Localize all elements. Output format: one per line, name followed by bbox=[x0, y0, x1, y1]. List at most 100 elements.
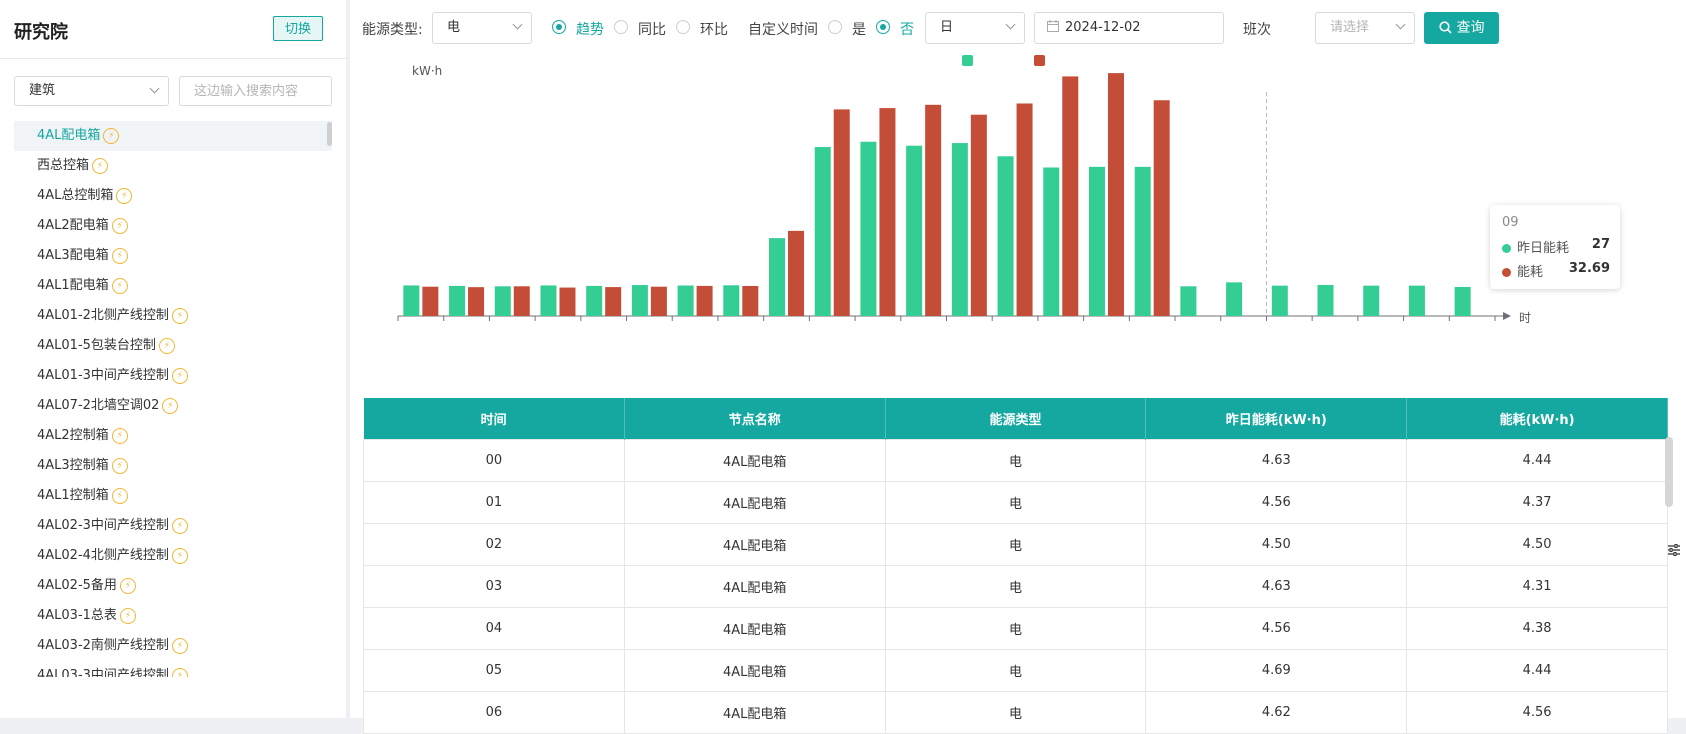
col-header-yesterday[interactable]: 昨日能耗(kW·h) bbox=[1145, 398, 1408, 440]
column-settings-icon[interactable] bbox=[1666, 542, 1682, 558]
bar-today-15 bbox=[1107, 73, 1124, 317]
table-header-row: 时间 节点名称 能源类型 昨日能耗(kW·h) 能耗(kW·h) bbox=[363, 398, 1668, 440]
lightning-icon: ⚡ bbox=[171, 307, 188, 324]
tree-item[interactable]: 4AL02-3中间产线控制 ⚡ bbox=[14, 511, 332, 541]
lightning-icon: ⚡ bbox=[111, 277, 128, 294]
tree-item[interactable]: 4AL03-1总表 ⚡ bbox=[14, 601, 332, 631]
lightning-icon: ⚡ bbox=[171, 637, 188, 654]
cell-consumption: 4.38 bbox=[1406, 607, 1668, 650]
bar-yesterday-00 bbox=[403, 285, 420, 316]
main-panel: 能源类型: 电 趋势 同比 环比 自定义时间 是 否 日 2024-12-02 … bbox=[350, 0, 1686, 734]
tree-item[interactable]: 4AL01-2北侧产线控制 ⚡ bbox=[14, 301, 332, 331]
yoy-radio-label[interactable]: 同比 bbox=[638, 22, 666, 38]
custom-time-yes-radio[interactable] bbox=[828, 20, 842, 34]
mom-radio-label[interactable]: 环比 bbox=[700, 22, 728, 38]
date-picker[interactable]: 2024-12-02 bbox=[1034, 12, 1224, 44]
cell-energy-type: 电 bbox=[884, 565, 1147, 608]
custom-time-no-label[interactable]: 否 bbox=[900, 22, 914, 38]
tree-item-label: 4AL2控制箱 bbox=[37, 428, 109, 443]
tree-item[interactable]: 4AL07-2北墙空调02 ⚡ bbox=[14, 391, 332, 421]
tree-item[interactable]: 4AL02-4北侧产线控制 ⚡ bbox=[14, 541, 332, 571]
shift-select[interactable]: 请选择 bbox=[1315, 12, 1415, 44]
tree-item[interactable]: 4AL03-3中间产线控制 ⚡ bbox=[14, 661, 332, 677]
table-scrollbar[interactable] bbox=[1665, 437, 1673, 507]
mom-radio[interactable] bbox=[676, 20, 690, 34]
trend-radio[interactable] bbox=[552, 20, 566, 34]
energy-chart: kW·h 时 bbox=[350, 52, 1686, 382]
tree-item[interactable]: 4AL01-3中间产线控制 ⚡ bbox=[14, 361, 332, 391]
tree-item[interactable]: 4AL01-5包装台控制 ⚡ bbox=[14, 331, 332, 361]
tree-item[interactable]: 4AL3控制箱 ⚡ bbox=[14, 451, 332, 481]
bar-yesterday-09 bbox=[814, 147, 831, 316]
table-row[interactable]: 00 4AL配电箱电 4.63 4.44 bbox=[363, 439, 1668, 482]
table-row[interactable]: 03 4AL配电箱电 4.63 4.31 bbox=[363, 565, 1668, 608]
cell-energy-type: 电 bbox=[884, 691, 1147, 734]
bar-today-03 bbox=[559, 287, 576, 316]
tree-item[interactable]: 4AL1配电箱 ⚡ bbox=[14, 271, 332, 301]
col-header-node[interactable]: 节点名称 bbox=[624, 398, 886, 440]
bar-yesterday-08 bbox=[769, 238, 786, 316]
category-select-value: 建筑 bbox=[29, 83, 56, 98]
query-button-label: 查询 bbox=[1456, 20, 1485, 36]
energy-table: 时间 节点名称 能源类型 昨日能耗(kW·h) 能耗(kW·h) 00 4AL配电… bbox=[363, 398, 1668, 734]
tree-item[interactable]: 4AL总控制箱 ⚡ bbox=[14, 181, 332, 211]
bar-yesterday-06 bbox=[677, 285, 694, 316]
org-title: 研究院 bbox=[14, 22, 68, 43]
tree-item[interactable]: 4AL2控制箱 ⚡ bbox=[14, 421, 332, 451]
query-button[interactable]: 查询 bbox=[1424, 12, 1499, 44]
table-row[interactable]: 02 4AL配电箱电 4.50 4.50 bbox=[363, 523, 1668, 566]
category-select[interactable]: 建筑 bbox=[14, 76, 169, 106]
x-axis-label: 时 bbox=[1519, 311, 1531, 325]
table-row[interactable]: 06 4AL配电箱电 4.62 4.56 bbox=[363, 691, 1668, 734]
tree-item-label: 4AL02-3中间产线控制 bbox=[37, 518, 169, 533]
tree-item[interactable]: 西总控箱 ⚡ bbox=[14, 151, 332, 181]
tree-item[interactable]: 4AL3配电箱 ⚡ bbox=[14, 241, 332, 271]
cell-yesterday: 4.69 bbox=[1145, 649, 1408, 692]
legend-marker-today bbox=[1034, 55, 1045, 66]
yoy-radio[interactable] bbox=[614, 20, 628, 34]
tree-item[interactable]: 4AL03-2南侧产线控制 ⚡ bbox=[14, 631, 332, 661]
custom-time-no-radio[interactable] bbox=[876, 20, 890, 34]
tree-search-input[interactable] bbox=[179, 76, 332, 106]
lightning-icon: ⚡ bbox=[111, 427, 128, 444]
tree-scrollbar[interactable] bbox=[327, 122, 332, 146]
period-select[interactable]: 日 bbox=[925, 12, 1025, 44]
custom-time-yes-label[interactable]: 是 bbox=[852, 22, 866, 38]
tree-item[interactable]: 4AL02-5备用 ⚡ bbox=[14, 571, 332, 601]
tree-item[interactable]: 4AL1控制箱 ⚡ bbox=[14, 481, 332, 511]
cell-consumption: 4.31 bbox=[1406, 565, 1668, 608]
tree-item-label: 4AL02-5备用 bbox=[37, 578, 117, 593]
tree-item-label: 4AL总控制箱 bbox=[37, 188, 114, 203]
energy-type-select[interactable]: 电 bbox=[432, 12, 532, 44]
col-header-energy-type[interactable]: 能源类型 bbox=[885, 398, 1147, 440]
tree-item[interactable]: 4AL配电箱 ⚡ bbox=[14, 121, 332, 151]
lightning-icon: ⚡ bbox=[158, 337, 175, 354]
cell-time: 03 bbox=[363, 565, 625, 608]
tree-item-label: 4AL1控制箱 bbox=[37, 488, 109, 503]
col-header-time[interactable]: 时间 bbox=[363, 398, 625, 440]
tree-item-label: 4AL01-5包装台控制 bbox=[37, 338, 156, 353]
lightning-icon: ⚡ bbox=[92, 157, 109, 174]
tree-item-label: 4AL3控制箱 bbox=[37, 458, 109, 473]
tree-item-label: 4AL2配电箱 bbox=[37, 218, 109, 233]
cell-yesterday: 4.56 bbox=[1145, 607, 1408, 650]
x-axis-arrow bbox=[1503, 312, 1511, 320]
device-tree: 4AL配电箱 ⚡ 西总控箱 ⚡ 4AL总控制箱 ⚡ 4AL2配电箱 ⚡ 4AL3配电箱 ⚡ 4AL1… bbox=[14, 121, 332, 677]
table-row[interactable]: 04 4AL配电箱电 4.56 4.38 bbox=[363, 607, 1668, 650]
table-row[interactable]: 05 4AL配电箱电 4.69 4.44 bbox=[363, 649, 1668, 692]
lightning-icon: ⚡ bbox=[116, 187, 133, 204]
cell-node: 4AL配电箱 bbox=[623, 649, 886, 692]
table-row[interactable]: 01 4AL配电箱电 4.56 4.37 bbox=[363, 481, 1668, 524]
chevron-down-icon bbox=[512, 19, 523, 30]
bar-today-13 bbox=[1016, 103, 1033, 316]
tree-item[interactable]: 4AL2配电箱 ⚡ bbox=[14, 211, 332, 241]
lightning-icon: ⚡ bbox=[171, 547, 188, 564]
switch-button[interactable]: 切换 bbox=[273, 16, 323, 41]
col-header-consumption[interactable]: 能耗(kW·h) bbox=[1406, 398, 1668, 440]
cell-yesterday: 4.63 bbox=[1145, 565, 1408, 608]
sidebar: 研究院 切换 建筑 4AL配电箱⚡西总控箱⚡4AL总控制箱⚡4AL2配电箱⚡4A… bbox=[0, 0, 346, 718]
tooltip-value: 27 bbox=[1591, 237, 1610, 252]
bar-today-06 bbox=[696, 285, 713, 316]
trend-radio-label[interactable]: 趋势 bbox=[576, 22, 604, 38]
calendar-icon bbox=[1047, 20, 1059, 32]
